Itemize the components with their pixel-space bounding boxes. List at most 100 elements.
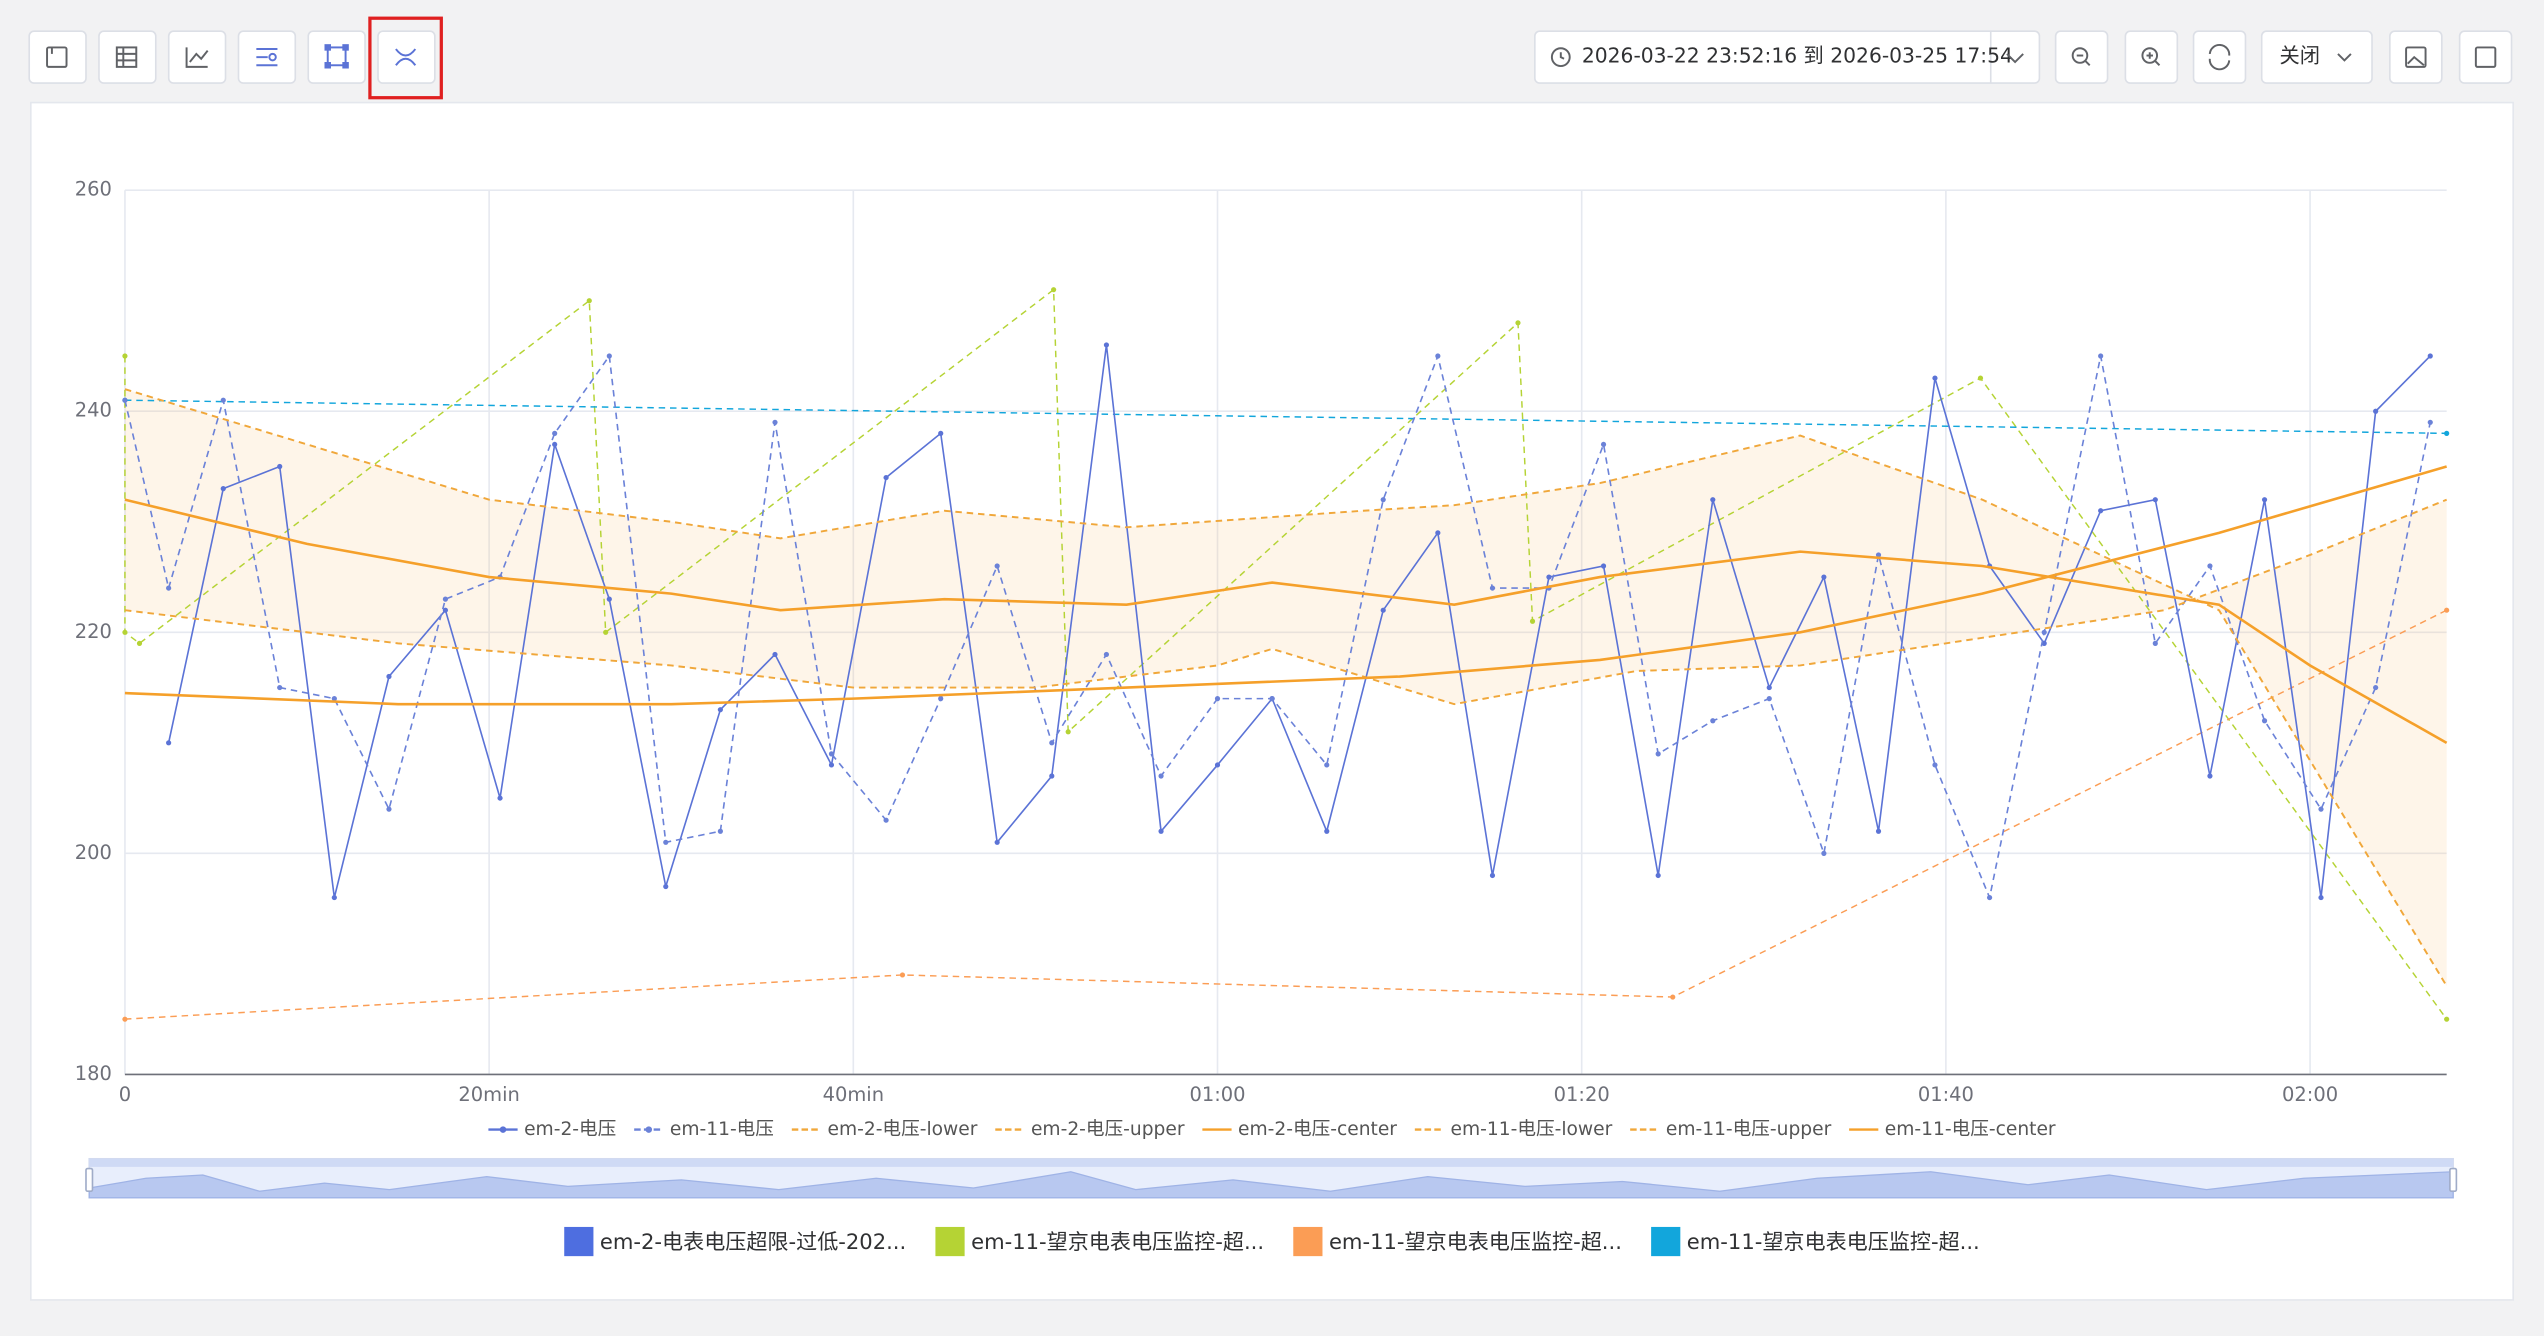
legend-text: em-2-电压 bbox=[524, 1119, 616, 1140]
data-point bbox=[2098, 508, 2104, 514]
data-point bbox=[1103, 651, 1110, 658]
data-point bbox=[2444, 1016, 2450, 1022]
data-point bbox=[828, 762, 835, 768]
x-tick-label: 01:00 bbox=[1189, 1083, 1245, 1106]
select-button[interactable] bbox=[307, 30, 366, 84]
data-point bbox=[2444, 430, 2450, 436]
data-point bbox=[1710, 718, 1716, 724]
x-tick-label: 02:00 bbox=[2282, 1083, 2338, 1106]
refresh-select[interactable]: 关闭 bbox=[2260, 30, 2373, 84]
data-zoom[interactable] bbox=[85, 1157, 2458, 1199]
alarm-legend: em-2-电表电压超限-过低-202... em-11-望京电表电压监控-超...… bbox=[564, 1226, 1980, 1257]
data-point bbox=[2373, 684, 2379, 691]
save-button[interactable] bbox=[28, 30, 87, 84]
data-point bbox=[663, 839, 669, 845]
data-point bbox=[2207, 773, 2213, 779]
data-point bbox=[386, 806, 392, 812]
legend-item[interactable]: em-2-电压-lower bbox=[791, 1119, 978, 1140]
data-point bbox=[1875, 828, 1882, 834]
data-point bbox=[1103, 342, 1110, 348]
line-chart-button[interactable] bbox=[167, 30, 227, 84]
legend-text: em-11-电压 bbox=[670, 1119, 774, 1140]
data-point bbox=[2041, 629, 2047, 635]
data-point bbox=[2207, 563, 2213, 569]
legend-button[interactable] bbox=[237, 30, 297, 84]
legend-text: em-2-电压-center bbox=[1238, 1119, 1397, 1140]
zoom-out-button[interactable] bbox=[2054, 30, 2109, 84]
data-point bbox=[1932, 375, 1938, 381]
data-point bbox=[552, 430, 558, 436]
data-point bbox=[122, 397, 128, 403]
data-point bbox=[1489, 872, 1496, 879]
data-point bbox=[277, 684, 283, 691]
legend-item[interactable]: em-11-电压 bbox=[634, 1119, 774, 1140]
data-point bbox=[1515, 320, 1521, 326]
data-point bbox=[883, 817, 889, 823]
data-point bbox=[1435, 530, 1441, 536]
legend: em-2-电压 em-11-电压 em-2-电压-lower em-2-电压-uppe… bbox=[488, 1119, 2056, 1140]
data-point bbox=[1049, 740, 1055, 746]
data-point bbox=[166, 740, 172, 746]
data-point bbox=[1214, 762, 1221, 768]
data-point bbox=[2098, 353, 2104, 359]
image-button[interactable] bbox=[2389, 30, 2443, 84]
data-point bbox=[442, 607, 449, 613]
legend-item[interactable]: em-2-电压-upper bbox=[995, 1119, 1185, 1140]
legend-item[interactable]: em-11-电压-center bbox=[1849, 1119, 2056, 1140]
fullscreen-button[interactable] bbox=[2458, 30, 2513, 84]
data-point bbox=[1380, 497, 1386, 503]
date-range-picker[interactable]: 2026-03-22 23:52:16 到 2026-03-25 17:54 bbox=[1534, 30, 2041, 84]
zoom-in-button[interactable] bbox=[2124, 30, 2179, 84]
data-point bbox=[1435, 353, 1441, 359]
legend-item[interactable]: em-2-电压 bbox=[488, 1119, 616, 1140]
alarm-legend-item[interactable]: em-11-望京电表电压监控-超... bbox=[1651, 1226, 1980, 1257]
series-line bbox=[124, 388, 2448, 987]
data-point bbox=[2261, 497, 2268, 503]
y-tick-label: 200 bbox=[75, 841, 112, 864]
band-button[interactable] bbox=[377, 30, 436, 84]
series-line bbox=[167, 344, 2431, 898]
series-line bbox=[124, 498, 2448, 744]
refresh-button[interactable] bbox=[2192, 30, 2247, 84]
legend-text: em-2-电表电压超限-过低-202... bbox=[600, 1229, 906, 1254]
data-point bbox=[883, 474, 889, 481]
data-point bbox=[828, 751, 835, 757]
data-point bbox=[2427, 419, 2433, 425]
data-point bbox=[2373, 408, 2379, 414]
y-tick-label: 260 bbox=[75, 178, 112, 201]
data-point bbox=[1977, 375, 1984, 381]
data-point bbox=[1655, 751, 1661, 757]
data-point bbox=[220, 486, 226, 492]
date-range-text: 2026-03-22 23:52:16 到 2026-03-25 17:54 bbox=[1582, 44, 2013, 68]
legend-text: em-2-电压-upper bbox=[1031, 1119, 1185, 1140]
data-point bbox=[122, 353, 128, 359]
data-point bbox=[331, 894, 337, 901]
table-button[interactable] bbox=[98, 30, 157, 84]
data-point bbox=[938, 430, 944, 436]
alarm-legend-item[interactable]: em-11-望京电表电压监控-超... bbox=[1293, 1226, 1622, 1257]
legend-item[interactable]: em-2-电压-center bbox=[1202, 1119, 1397, 1140]
data-point bbox=[1324, 828, 1330, 834]
x-tick-label: 01:40 bbox=[1918, 1083, 1974, 1106]
data-point bbox=[1380, 607, 1386, 613]
data-point bbox=[1324, 762, 1330, 768]
data-point bbox=[772, 651, 778, 658]
legend-marker bbox=[645, 1126, 653, 1133]
data-point bbox=[994, 839, 1000, 845]
data-point bbox=[1986, 894, 1993, 901]
legend-item[interactable]: em-11-电压-lower bbox=[1414, 1119, 1613, 1140]
chart-card bbox=[30, 101, 2514, 1301]
x-tick-label: 01:20 bbox=[1554, 1083, 1610, 1106]
data-point bbox=[1214, 696, 1221, 702]
y-tick-label: 240 bbox=[75, 399, 112, 422]
data-point bbox=[1600, 441, 1607, 448]
legend-text: em-11-电压-lower bbox=[1451, 1119, 1613, 1140]
data-point bbox=[277, 463, 283, 470]
alarm-legend-item[interactable]: em-2-电表电压超限-过低-202... bbox=[564, 1226, 906, 1257]
legend-item[interactable]: em-11-电压-upper bbox=[1630, 1119, 1832, 1140]
data-point bbox=[1766, 696, 1772, 702]
data-point bbox=[2261, 718, 2268, 724]
data-point bbox=[1821, 574, 1827, 580]
alarm-legend-item[interactable]: em-11-望京电表电压监控-超... bbox=[935, 1226, 1264, 1257]
